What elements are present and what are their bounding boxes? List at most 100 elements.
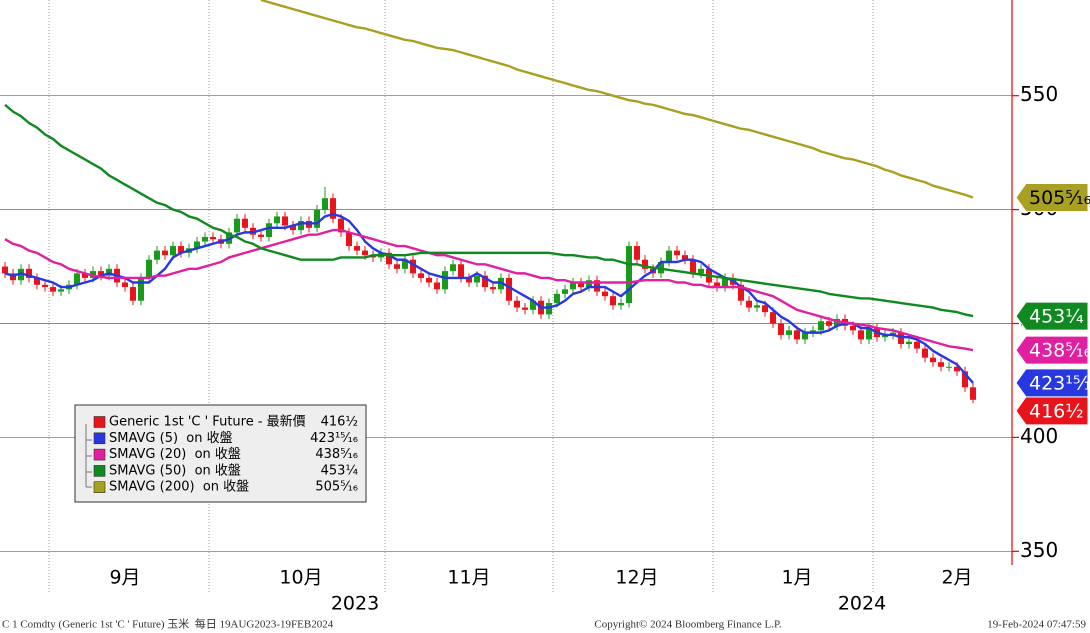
legend-value: 438⁵⁄₁₆	[315, 447, 358, 462]
candle-body	[866, 328, 872, 340]
candle-body	[162, 250, 168, 256]
candle-body	[434, 282, 440, 290]
candle-body	[786, 330, 792, 335]
ma-line	[4, 212, 974, 384]
candle-body	[794, 330, 800, 340]
candle-body	[674, 250, 680, 256]
footer-right: 19-Feb-2024 07:47:59	[987, 619, 1086, 631]
candle-body	[266, 223, 272, 237]
candle-body	[426, 277, 432, 283]
last-value-label: 416½	[1029, 400, 1084, 422]
candle-body	[522, 307, 528, 310]
x-tick-label: 2月	[941, 567, 972, 589]
candle-body	[914, 341, 920, 349]
candle-body	[698, 268, 704, 274]
candle-body	[474, 275, 480, 283]
candle-body	[314, 209, 320, 228]
last-value-label: 423¹⁵⁄₁₆	[1029, 372, 1090, 394]
candle-body	[138, 277, 144, 301]
y-tick-label: 400	[1020, 424, 1058, 448]
legend-label: SMAVG (50) on 收盤	[109, 463, 241, 478]
candle-body	[450, 264, 456, 272]
footer-center: Copyright© 2024 Bloomberg Finance L.P.	[594, 619, 781, 631]
candle-body	[234, 218, 240, 233]
candle-body	[354, 246, 360, 251]
legend-label: SMAVG (200) on 收盤	[109, 480, 249, 495]
candle-body	[146, 259, 152, 278]
y-tick-label: 350	[1020, 538, 1058, 562]
year-label: 2024	[838, 593, 886, 615]
legend-label: SMAVG (5) on 收盤	[109, 431, 233, 446]
last-value-tag	[1015, 301, 1089, 331]
candle-body	[154, 250, 160, 260]
candle-body	[346, 232, 352, 247]
candle-body	[626, 246, 632, 304]
candle-body	[802, 332, 808, 340]
candle-body	[282, 216, 288, 226]
candle-body	[2, 266, 8, 274]
candle-body	[906, 341, 912, 345]
candle-body	[410, 259, 416, 274]
candle-body	[762, 305, 768, 313]
legend-value: 453¼	[321, 463, 359, 478]
candle-body	[170, 246, 176, 256]
plot-area	[2, 0, 976, 404]
candle-body	[394, 264, 400, 269]
candle-body	[298, 220, 304, 231]
candle-body	[530, 300, 536, 310]
candle-body	[562, 289, 568, 294]
candle-body	[930, 357, 936, 363]
candle-body	[778, 323, 784, 335]
candle-body	[258, 234, 264, 237]
candle-body	[466, 277, 472, 283]
candle-body	[922, 348, 928, 358]
candle-body	[954, 366, 960, 372]
candle-body	[50, 287, 56, 292]
candle-body	[386, 252, 392, 265]
candle-body	[458, 264, 464, 278]
candle-body	[858, 330, 864, 340]
candle-body	[818, 321, 824, 331]
candle-body	[682, 255, 688, 260]
candle-body	[58, 289, 64, 292]
x-tick-label: 1月	[781, 567, 812, 589]
footer-left: C 1 Comdty (Generic 1st 'C ' Future) 玉米 …	[2, 617, 334, 631]
candle-body	[402, 259, 408, 269]
candle-body	[82, 273, 88, 278]
x-tick-label: 10月	[279, 567, 322, 589]
ma-line	[4, 228, 974, 352]
candle-body	[642, 259, 648, 269]
candle-body	[194, 241, 200, 249]
candle-body	[202, 236, 208, 242]
x-tick-label: 11月	[447, 567, 490, 589]
last-value-label: 453¼	[1029, 306, 1084, 328]
legend-swatch	[93, 416, 106, 428]
candle-body	[274, 216, 280, 224]
last-value-tag	[1015, 368, 1089, 398]
candle-body	[938, 362, 944, 367]
ma-line	[260, 0, 974, 199]
candle-body	[482, 275, 488, 288]
candle-body	[490, 287, 496, 290]
candle-body	[970, 387, 976, 400]
candle-body	[554, 293, 560, 304]
candle-body	[962, 371, 968, 388]
candle-body	[330, 198, 336, 219]
candle-body	[178, 246, 184, 253]
candle-body	[746, 300, 752, 308]
candle-body	[210, 236, 216, 240]
x-tick-label: 12月	[615, 567, 658, 589]
x-tick-label: 9月	[109, 567, 140, 589]
candle-body	[122, 282, 128, 288]
legend-box	[74, 404, 367, 503]
candle-body	[42, 284, 48, 288]
candle-body	[618, 303, 624, 306]
candle-body	[666, 250, 672, 262]
candle-body	[714, 282, 720, 288]
year-label: 2023	[331, 593, 379, 615]
candle-body	[98, 271, 104, 276]
candle-body	[690, 259, 696, 274]
